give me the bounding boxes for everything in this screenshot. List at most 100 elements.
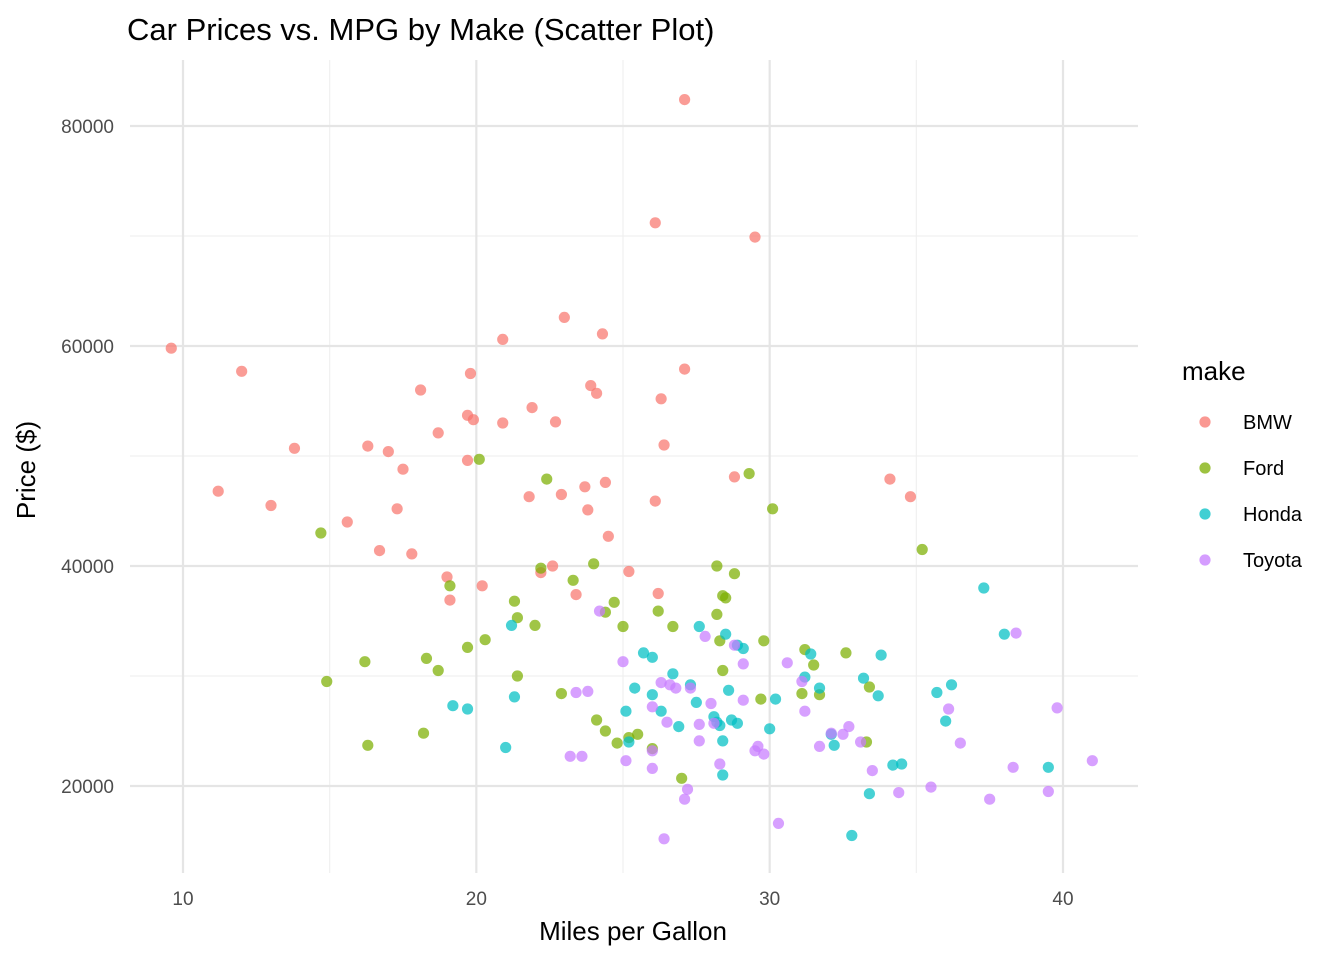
point-bmw [555, 488, 568, 501]
point-bmw [165, 342, 177, 354]
point-bmw [497, 417, 509, 429]
point-honda [945, 679, 958, 691]
point-toyota [772, 817, 785, 830]
point-bmw [362, 440, 374, 452]
point-honda [508, 691, 521, 703]
point-ford [321, 675, 333, 688]
x-axis-ticks: 10 20 30 40 [172, 889, 1073, 910]
point-ford [617, 620, 629, 633]
point-honda [667, 668, 679, 680]
point-honda [764, 723, 776, 735]
point-toyota [684, 682, 697, 694]
legend-label-ford: Ford [1243, 458, 1284, 480]
point-ford [555, 688, 568, 700]
point-bmw [884, 473, 896, 485]
y-axis-ticks: 20000 40000 60000 80000 [61, 117, 114, 798]
point-ford [863, 681, 876, 693]
point-ford [420, 652, 433, 665]
point-bmw [549, 416, 562, 428]
point-bmw [415, 384, 427, 396]
point-toyota [1010, 627, 1022, 639]
point-bmw [444, 594, 456, 606]
point-ford [743, 468, 755, 480]
point-toyota [781, 657, 793, 669]
y-tick-label: 20000 [61, 777, 114, 798]
point-bmw [904, 491, 917, 503]
point-honda [769, 693, 782, 705]
point-ford [479, 634, 491, 646]
point-bmw [649, 217, 661, 229]
point-honda [875, 649, 887, 661]
point-bmw [382, 446, 394, 458]
point-toyota [796, 675, 808, 688]
point-toyota [658, 833, 670, 845]
point-toyota [570, 686, 582, 699]
point-honda [857, 672, 870, 684]
point-bmw [658, 439, 670, 451]
point-ford [808, 659, 820, 671]
x-tick-label: 10 [172, 889, 193, 910]
point-honda [693, 620, 705, 633]
legend-key-honda [1199, 508, 1211, 520]
point-honda [940, 715, 952, 727]
point-ford [529, 619, 541, 632]
point-bmw [476, 580, 488, 592]
legend-item-honda: Honda [1199, 504, 1303, 526]
point-toyota [646, 745, 658, 757]
point-honda [805, 648, 817, 660]
point-honda [828, 739, 840, 751]
point-toyota [617, 656, 629, 668]
point-bmw [373, 545, 386, 557]
point-toyota [943, 703, 955, 715]
point-toyota [576, 750, 588, 762]
point-ford [711, 608, 723, 621]
point-ford [728, 568, 741, 580]
chart-title: Car Prices vs. MPG by Make (Scatter Plot… [127, 12, 714, 47]
point-honda [646, 689, 658, 701]
point-honda [931, 686, 943, 699]
point-ford [567, 574, 579, 586]
point-honda [655, 705, 667, 717]
legend-key-toyota [1199, 554, 1211, 566]
point-ford [652, 605, 664, 617]
point-bmw [406, 548, 418, 560]
point-toyota [646, 762, 658, 775]
point-ford [541, 473, 553, 485]
point-honda [623, 736, 635, 748]
point-ford [511, 612, 523, 624]
point-ford [608, 596, 620, 608]
legend-label-toyota: Toyota [1243, 550, 1303, 572]
point-honda [887, 759, 899, 771]
point-ford [676, 772, 688, 784]
point-toyota [681, 783, 694, 795]
point-bmw [432, 427, 444, 439]
point-bmw [591, 387, 603, 399]
point-toyota [825, 727, 837, 739]
point-honda [872, 690, 884, 702]
point-ford [916, 543, 928, 556]
point-bmw [526, 402, 538, 414]
point-ford [444, 580, 456, 592]
point-toyota [954, 737, 966, 749]
point-ford [591, 714, 603, 726]
point-bmw [461, 454, 474, 466]
point-honda [1042, 761, 1054, 773]
point-honda [863, 788, 876, 800]
point-ford [720, 592, 732, 604]
point-bmw [391, 503, 403, 515]
point-ford [755, 693, 767, 705]
point-toyota [714, 758, 726, 770]
point-toyota [728, 639, 741, 651]
point-ford [711, 560, 723, 572]
point-honda [998, 628, 1010, 640]
point-toyota [837, 728, 849, 740]
point-ford [315, 527, 327, 539]
y-tick-label: 80000 [61, 117, 114, 138]
point-bmw [679, 94, 691, 106]
x-tick-label: 20 [466, 889, 487, 910]
legend-key-bmw [1199, 416, 1211, 428]
point-bmw [596, 328, 609, 340]
point-toyota [1042, 785, 1054, 798]
legend-title: make [1182, 356, 1246, 386]
